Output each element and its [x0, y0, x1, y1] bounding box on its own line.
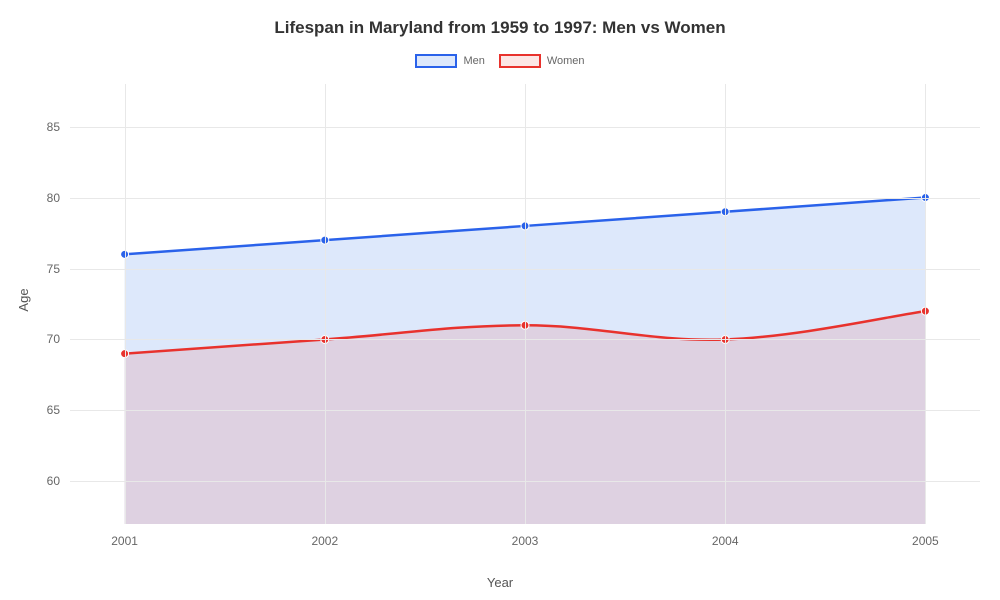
x-axis-label: Year	[0, 575, 1000, 590]
x-tick-label: 2002	[311, 524, 338, 548]
gridline-v	[925, 84, 926, 524]
y-tick-label: 85	[47, 120, 70, 134]
plot-area: 60657075808520012002200320042005	[70, 84, 980, 524]
gridline-v	[725, 84, 726, 524]
legend-label-women: Women	[547, 55, 585, 67]
y-tick-label: 65	[47, 403, 70, 417]
gridline-v	[125, 84, 126, 524]
legend: Men Women	[0, 54, 1000, 68]
y-axis-label: Age	[16, 288, 31, 311]
legend-item-women[interactable]: Women	[499, 54, 585, 68]
y-tick-label: 70	[47, 332, 70, 346]
x-tick-label: 2001	[111, 524, 138, 548]
chart-title: Lifespan in Maryland from 1959 to 1997: …	[0, 18, 1000, 38]
legend-item-men[interactable]: Men	[415, 54, 484, 68]
legend-label-men: Men	[463, 55, 484, 67]
legend-swatch-men	[415, 54, 457, 68]
y-tick-label: 80	[47, 191, 70, 205]
legend-swatch-women	[499, 54, 541, 68]
y-tick-label: 60	[47, 474, 70, 488]
gridline-v	[525, 84, 526, 524]
x-tick-label: 2003	[512, 524, 539, 548]
y-tick-label: 75	[47, 262, 70, 276]
gridline-v	[325, 84, 326, 524]
x-tick-label: 2004	[712, 524, 739, 548]
x-tick-label: 2005	[912, 524, 939, 548]
